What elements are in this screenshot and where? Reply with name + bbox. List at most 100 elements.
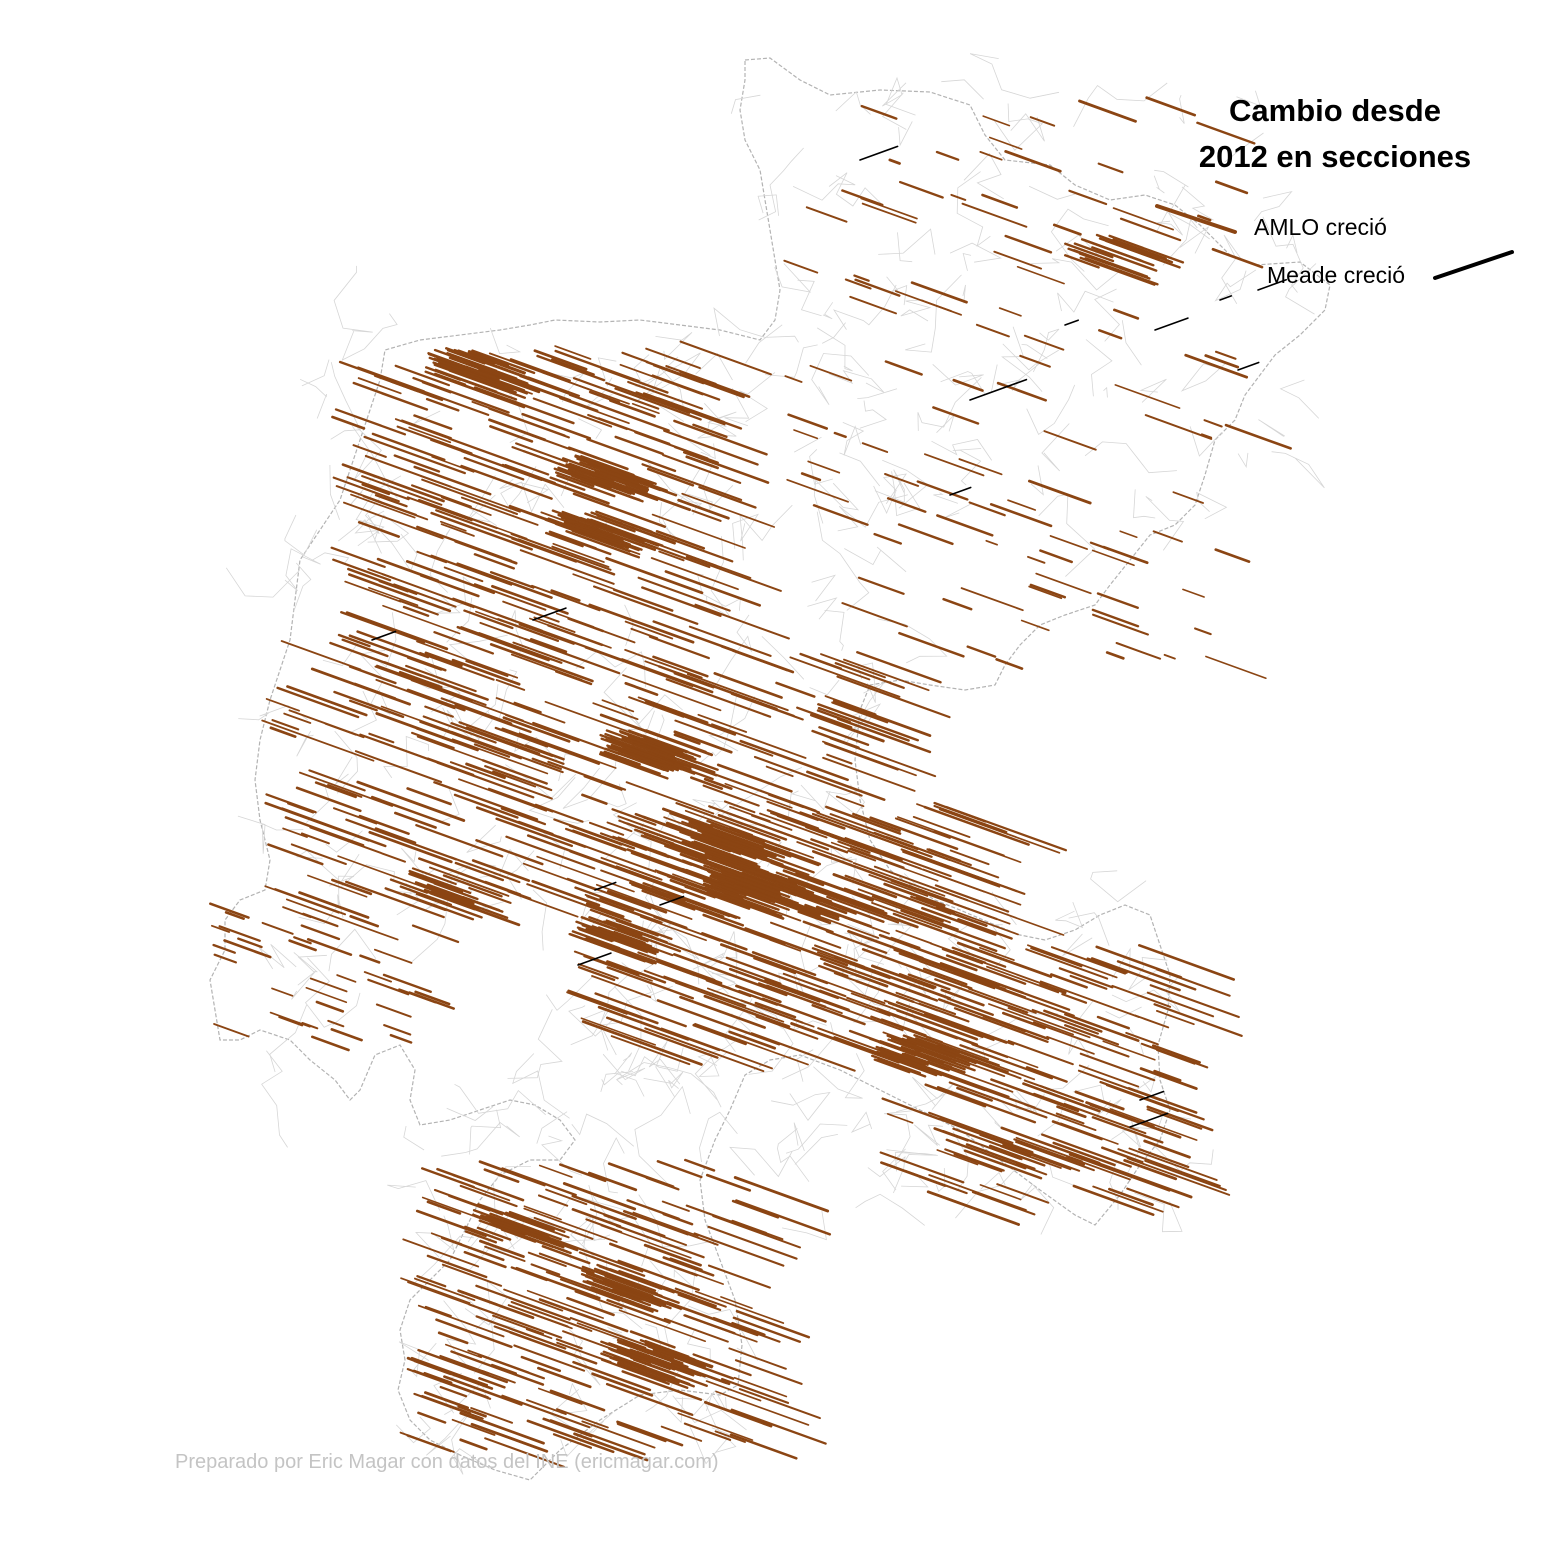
section-boundary [1214, 269, 1257, 302]
section-boundary [1028, 185, 1076, 200]
amlo-change-arrow [800, 472, 822, 482]
amlo-change-arrow [765, 765, 794, 778]
section-boundary [1030, 465, 1044, 496]
amlo-change-arrow [433, 631, 495, 655]
amlo-change-arrow [550, 358, 595, 376]
amlo-change-arrow [1119, 217, 1182, 242]
amlo-change-arrow [883, 882, 946, 907]
section-boundary [1111, 974, 1181, 1013]
amlo-change-arrow [348, 634, 447, 672]
amlo-change-arrow [683, 1422, 732, 1442]
section-boundary [1105, 1006, 1142, 1019]
amlo-change-arrow [660, 1425, 703, 1442]
amlo-change-arrow [754, 1001, 797, 1019]
section-boundary [724, 388, 750, 427]
section-boundary [900, 299, 932, 322]
amlo-change-arrow [957, 918, 1013, 940]
amlo-change-arrow [914, 1037, 960, 1056]
amlo-change-arrow [691, 509, 722, 522]
amlo-change-arrow [1072, 248, 1149, 278]
amlo-change-arrow [926, 1190, 1020, 1226]
amlo-change-arrow [529, 638, 568, 654]
amlo-change-arrow [641, 463, 743, 501]
amlo-change-arrow [573, 1432, 649, 1462]
amlo-change-arrow [713, 672, 783, 699]
section-boundary [842, 422, 865, 456]
amlo-change-arrow [836, 675, 951, 719]
section-boundary [996, 363, 1040, 391]
amlo-change-arrow [512, 641, 585, 669]
amlo-change-arrow [605, 381, 691, 414]
section-boundary [811, 353, 870, 406]
amlo-change-arrow [367, 978, 410, 996]
amlo-change-arrow [832, 699, 932, 737]
amlo-change-arrow [1095, 233, 1174, 264]
section-boundary [1154, 169, 1189, 188]
amlo-change-arrow [679, 995, 766, 1029]
amlo-change-arrow [454, 539, 518, 565]
amlo-change-arrow [811, 729, 860, 749]
amlo-change-arrow [436, 761, 535, 799]
section-boundary [469, 1109, 502, 1155]
amlo-change-arrow [492, 770, 537, 788]
section-boundary [694, 1051, 728, 1100]
amlo-change-arrow [285, 898, 399, 941]
amlo-change-arrow [471, 349, 536, 375]
amlo-change-arrow [324, 723, 357, 736]
amlo-change-arrow [699, 838, 742, 856]
amlo-change-arrow [609, 1356, 680, 1384]
amlo-change-arrow [739, 865, 815, 895]
amlo-change-arrow [334, 408, 407, 436]
amlo-change-arrow [1002, 1144, 1072, 1171]
amlo-change-arrow [852, 862, 946, 897]
amlo-change-arrow [224, 911, 245, 921]
amlo-change-arrow [861, 442, 889, 453]
amlo-change-arrow [559, 1163, 607, 1183]
amlo-change-arrow [478, 1160, 546, 1187]
amlo-change-arrow [568, 825, 623, 846]
amlo-change-arrow [402, 1238, 480, 1268]
amlo-change-arrow [979, 1184, 1022, 1201]
amlo-change-arrow [1149, 984, 1240, 1019]
amlo-change-arrow [463, 372, 497, 386]
amlo-change-arrow [370, 795, 451, 827]
section-boundary [1145, 496, 1185, 551]
section-boundary [813, 479, 860, 524]
amlo-change-arrow [829, 813, 914, 845]
amlo-change-arrow [459, 1411, 545, 1445]
amlo-change-arrow [448, 437, 550, 476]
amlo-change-arrow [576, 1322, 647, 1349]
amlo-change-arrow [621, 741, 665, 759]
amlo-change-arrow [624, 681, 659, 696]
amlo-change-arrow [237, 937, 263, 949]
amlo-change-arrow [656, 1160, 703, 1179]
amlo-change-arrow [453, 793, 519, 819]
amlo-change-arrow [527, 376, 581, 397]
amlo-change-arrow [1015, 1141, 1095, 1172]
amlo-change-arrow [920, 889, 954, 903]
amlo-change-arrow [379, 740, 434, 762]
amlo-change-arrow [1204, 354, 1240, 369]
amlo-change-arrow [605, 919, 668, 944]
amlo-change-arrow [376, 557, 440, 583]
amlo-change-arrow [968, 987, 1037, 1014]
amlo-change-arrow [928, 1111, 1014, 1144]
amlo-change-arrow [621, 1370, 703, 1401]
amlo-change-arrow [588, 390, 621, 404]
section-boundary [396, 1416, 431, 1444]
amlo-change-arrow [590, 511, 622, 525]
amlo-change-arrow [1086, 957, 1128, 974]
amlo-change-arrow [648, 635, 710, 660]
amlo-change-arrow [1039, 980, 1140, 1018]
amlo-change-arrow [882, 1031, 1006, 1077]
amlo-change-arrow [926, 848, 972, 866]
amlo-change-arrow [938, 1117, 1034, 1154]
amlo-change-arrow [596, 1263, 637, 1281]
legend-arrow-amlo [1155, 204, 1237, 234]
amlo-change-arrow [368, 586, 419, 607]
amlo-change-arrow [835, 795, 865, 808]
section-boundary [449, 1448, 490, 1469]
amlo-change-arrow [340, 611, 426, 644]
section-boundary [603, 1137, 625, 1194]
section-boundary [658, 398, 685, 422]
